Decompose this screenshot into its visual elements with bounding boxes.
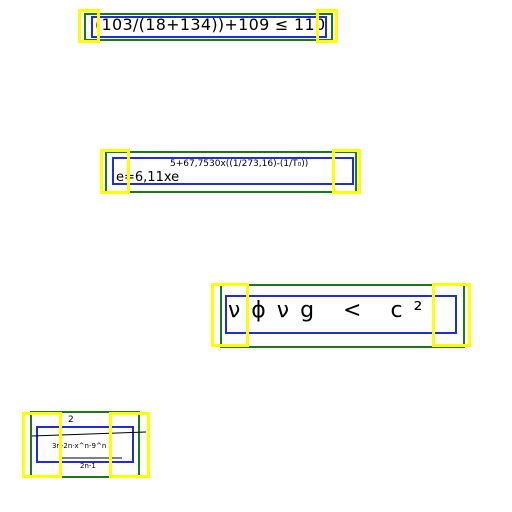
expression-3-inner-box [225,295,457,334]
expression-4-middle: 3n-2n·x^n-9^n [52,442,107,450]
expression-3-start-marker [211,283,249,347]
expression-4-inner-box [36,426,134,463]
expression-2-inner-box [112,157,354,185]
expression-3-region [220,284,465,348]
expression-1-start-marker [78,9,100,43]
expression-2-end-marker [332,149,361,194]
expression-2-region [105,151,357,193]
expression-4-top: 2 [68,415,74,425]
expression-1-region [84,13,333,41]
expression-2-exponent: 5+67,7530x((1/273,16)-(1/T₀)) [170,159,309,169]
expression-1-text: (103/(18+134))+109 ≤ 110 [95,15,326,34]
expression-3-text: νϕνg < c² [228,298,434,323]
expression-4-fraction-bar [31,431,147,437]
expression-4-region [30,411,140,478]
expression-2-main: e=6,11xe [116,170,180,185]
expression-4-end-marker [109,412,150,478]
expression-3-end-marker [432,283,471,347]
expression-1-end-marker [316,9,338,43]
expression-1-inner-box [91,16,327,38]
expression-4-start-marker [22,412,62,478]
expression-2-start-marker [100,149,130,194]
expression-4-bottom: 2n-1 [80,462,96,470]
